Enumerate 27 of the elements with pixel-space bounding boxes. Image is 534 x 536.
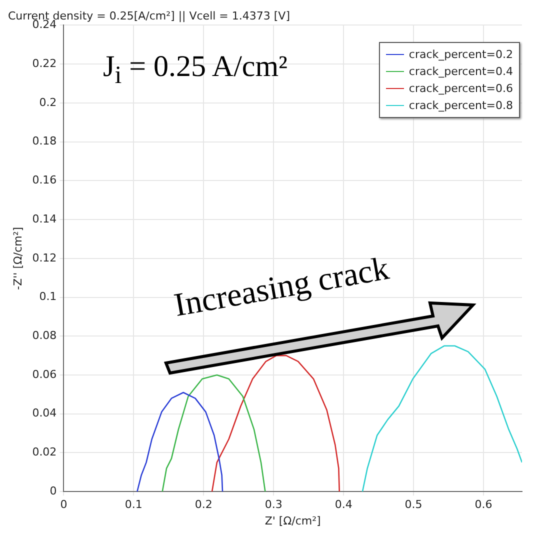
x-tick-label: 0.4 xyxy=(334,498,352,512)
legend-label: crack_percent=0.8 xyxy=(408,98,513,114)
y-tick-label: 0.12 xyxy=(32,251,57,264)
legend-label: crack_percent=0.2 xyxy=(408,47,513,63)
legend-label: crack_percent=0.6 xyxy=(408,81,513,97)
annotation: J$_{i}$ = 0.25 A/cm² xyxy=(103,50,288,90)
x-tick-label: 0.6 xyxy=(474,498,492,512)
y-tick-label: 0.14 xyxy=(32,212,57,226)
x-tick-label: 0.1 xyxy=(124,498,142,512)
y-tick-label: 0.22 xyxy=(32,56,57,70)
annotation: Increasing crack xyxy=(172,250,392,325)
y-tick-label: 0.2 xyxy=(39,96,57,109)
y-tick-label: 0.02 xyxy=(32,446,57,459)
y-tick-label: 0 xyxy=(50,484,57,498)
legend-label: crack_percent=0.4 xyxy=(408,64,513,80)
y-tick-label: 0.06 xyxy=(32,368,57,381)
y-tick-label: 0.1 xyxy=(39,290,57,304)
x-tick-label: 0.5 xyxy=(404,498,422,512)
y-axis-title: -Z'' [Ω/cm²] xyxy=(11,226,24,290)
y-tick-label: 0.18 xyxy=(32,134,57,148)
y-tick-label: 0.08 xyxy=(32,328,57,342)
y-tick-label: 0.16 xyxy=(32,174,57,187)
x-tick-label: 0.2 xyxy=(194,498,212,512)
x-tick-label: 0 xyxy=(60,498,68,512)
x-tick-label: 0.3 xyxy=(264,498,282,512)
y-tick-label: 0.04 xyxy=(32,406,57,420)
x-axis-title: Z' [Ω/cm²] xyxy=(264,514,321,528)
